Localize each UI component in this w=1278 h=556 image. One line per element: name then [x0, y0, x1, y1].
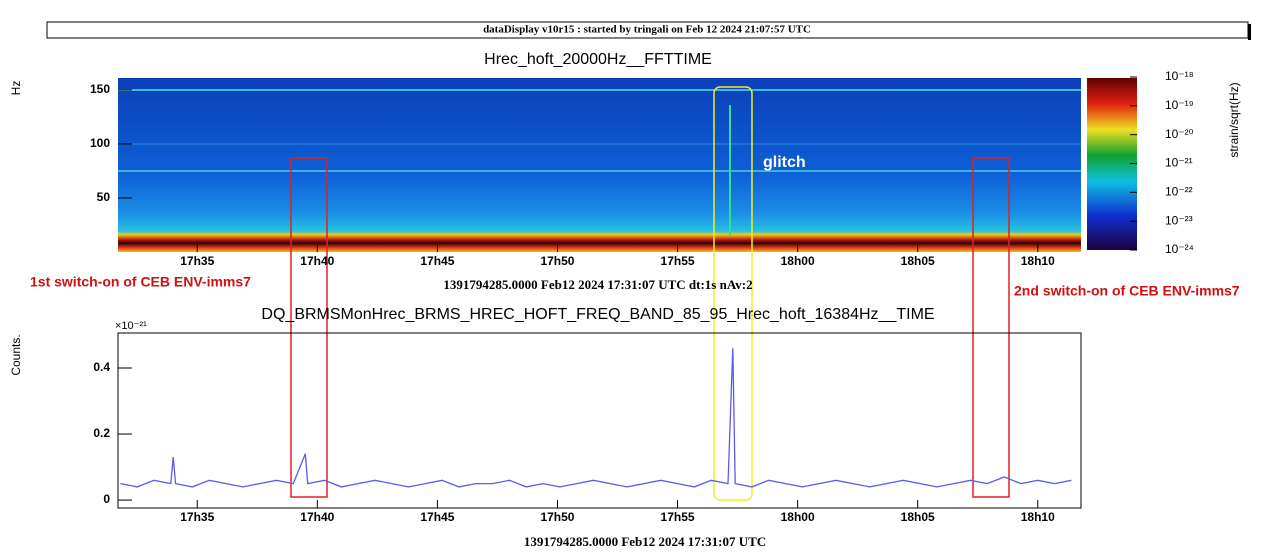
x-axis-label: 1391794285.0000 Feb12 2024 17:31:07 UTC: [524, 534, 766, 549]
y-tick-label: 0.2: [93, 426, 110, 440]
x-tick-label: 18h10: [1021, 254, 1055, 268]
data-line: [120, 348, 1072, 488]
y-tick-label: 100: [90, 136, 110, 150]
annotation: glitch: [763, 154, 806, 171]
x-tick-label: 17h50: [540, 510, 574, 524]
colorbar-tick-label: 10⁻¹⁹: [1165, 98, 1194, 112]
x-tick-label: 17h45: [420, 254, 454, 268]
x-tick-label: 17h50: [540, 254, 574, 268]
colorbar-label: strain/sqrt(Hz): [1227, 82, 1241, 157]
x-tick-label: 17h35: [180, 510, 214, 524]
annotation-box: [972, 157, 1010, 498]
x-tick-label: 17h35: [180, 254, 214, 268]
chart-title: Hrec_hoft_20000Hz__FFTTIME: [484, 51, 712, 68]
colorbar: [1087, 78, 1137, 250]
annotation: 1st switch-on of CEB ENV-imms7: [30, 274, 251, 290]
colorbar-tick-label: 10⁻²²: [1165, 185, 1193, 199]
y-axis-label: Counts.: [9, 334, 23, 375]
annotation-box: [713, 86, 753, 501]
spectrogram-body: [118, 78, 1081, 252]
y-tick-label: 50: [97, 190, 111, 204]
colorbar-tick-label: 10⁻²¹: [1165, 156, 1193, 170]
y-tick-label: 0.4: [93, 360, 110, 374]
x-tick-label: 18h05: [901, 510, 935, 524]
y-axis-label: Hz: [9, 81, 23, 96]
x-tick-label: 17h55: [661, 254, 695, 268]
header-text: dataDisplay v10r15 : started by tringali…: [483, 24, 811, 36]
x-tick-label: 18h00: [781, 254, 815, 268]
x-tick-label: 18h10: [1021, 510, 1055, 524]
y-multiplier: ×10⁻²¹: [115, 320, 147, 332]
chart-title: DQ_BRMSMonHrec_BRMS_HREC_HOFT_FREQ_BAND_…: [261, 306, 934, 323]
x-tick-label: 18h00: [781, 510, 815, 524]
x-tick-label: 18h05: [901, 254, 935, 268]
x-tick-label: 17h40: [300, 510, 334, 524]
y-tick-label: 0: [103, 492, 110, 506]
header-shadow: [1248, 24, 1251, 40]
annotation-box: [290, 157, 328, 498]
annotation: 2nd switch-on of CEB ENV-imms7: [1014, 283, 1240, 299]
colorbar-tick-label: 10⁻²³: [1165, 213, 1193, 227]
colorbar-tick-label: 10⁻¹⁸: [1165, 69, 1194, 83]
colorbar-tick-label: 10⁻²⁴: [1165, 242, 1194, 256]
plot-frame: [117, 332, 1082, 509]
y-tick-label: 150: [90, 82, 110, 96]
x-axis-label: 1391794285.0000 Feb12 2024 17:31:07 UTC …: [443, 277, 752, 292]
x-tick-label: 17h40: [300, 254, 334, 268]
x-tick-label: 17h45: [420, 510, 454, 524]
x-tick-label: 17h55: [661, 510, 695, 524]
colorbar-tick-label: 10⁻²⁰: [1165, 127, 1194, 141]
